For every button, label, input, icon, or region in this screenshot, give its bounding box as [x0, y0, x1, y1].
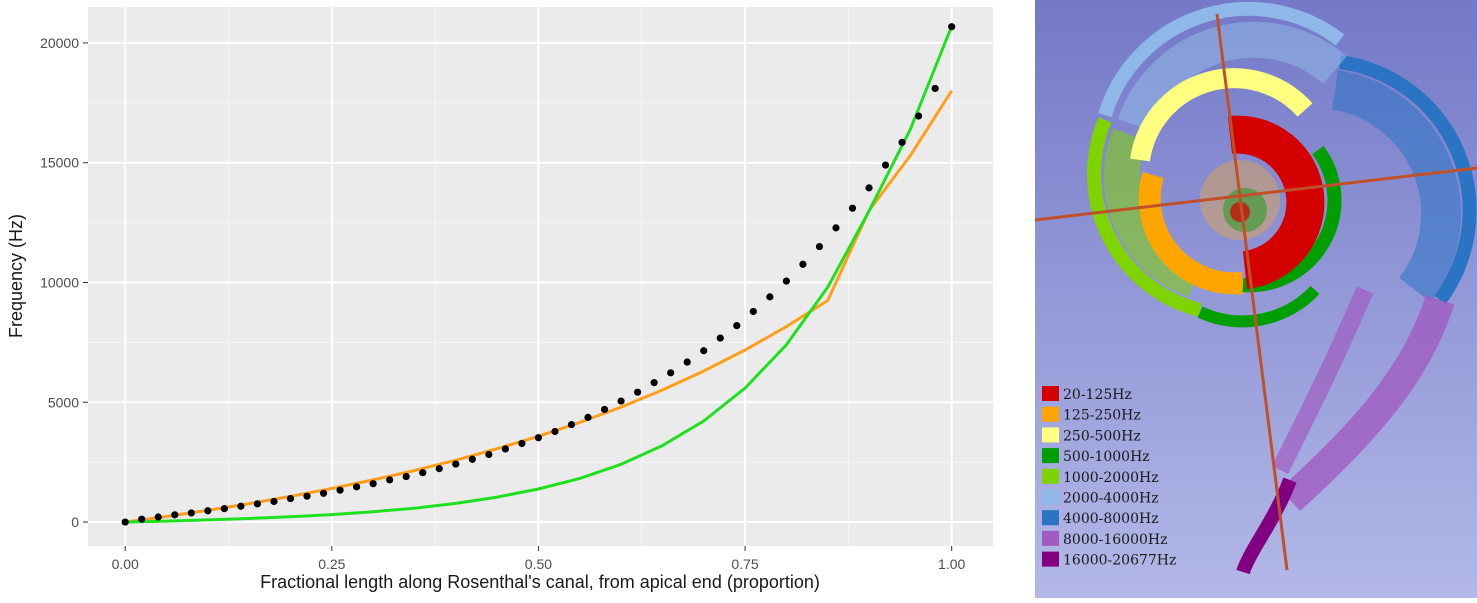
y-tick-label: 10000 [40, 274, 79, 290]
x-tick-label: 0.00 [112, 556, 139, 572]
axis-lines [1034, 13, 1477, 571]
data-points [121, 23, 956, 526]
data-point [402, 472, 410, 481]
data-point [948, 23, 956, 31]
data-point [683, 358, 691, 366]
frequency-plot: 0.00 0.25 0.50 0.75 1.00 0 5000 10000 15000 2000… [6, 7, 993, 592]
plot-panel [88, 7, 993, 546]
data-point [650, 379, 658, 387]
data-point [534, 434, 543, 442]
data-point [171, 511, 179, 519]
data-point [799, 260, 807, 268]
data-point [121, 518, 129, 526]
data-point [220, 505, 228, 513]
x-tick-label: 0.25 [318, 556, 345, 572]
data-point [501, 445, 509, 453]
legend-label: 20-125Hz [1063, 387, 1132, 403]
data-point [865, 184, 873, 192]
legend-label: 2000-4000Hz [1063, 491, 1159, 507]
data-point [551, 427, 559, 436]
data-point [766, 293, 774, 301]
legend-swatch [1042, 448, 1059, 464]
legend-swatch [1042, 510, 1059, 526]
legend-label: 4000-8000Hz [1063, 511, 1159, 527]
x-axis-title: Fractional length along Rosenthal's cana… [260, 572, 820, 592]
data-point [931, 84, 939, 93]
y-tick-label: 15000 [40, 155, 79, 171]
data-point [848, 204, 857, 212]
legend-label: 1000-2000Hz [1063, 470, 1159, 486]
y-axis-ticks: 0 5000 10000 15000 20000 [40, 35, 88, 530]
data-point [716, 334, 724, 342]
grid-lines [88, 7, 993, 546]
data-point [319, 489, 328, 497]
x-tick-label: 1.00 [938, 556, 965, 572]
legend-label: 125-250Hz [1063, 408, 1141, 424]
legend-label: 8000-16000Hz [1063, 532, 1167, 548]
legend-label: 16000-20677Hz [1063, 553, 1176, 569]
x-tick-label: 0.50 [525, 556, 552, 572]
y-tick-label: 20000 [40, 35, 79, 51]
data-point [667, 369, 675, 377]
data-point [485, 450, 493, 459]
legend-swatch [1042, 551, 1059, 567]
data-point [815, 242, 824, 251]
data-point [204, 507, 212, 515]
data-point [270, 497, 278, 506]
data-point [154, 513, 162, 521]
data-point [832, 224, 840, 232]
data-point [518, 439, 526, 448]
data-point [915, 112, 923, 120]
data-point [253, 500, 262, 508]
legend-swatch [1042, 489, 1059, 505]
data-point [303, 492, 311, 500]
data-point [733, 322, 741, 330]
legend-label: 500-1000Hz [1063, 449, 1150, 465]
data-point [336, 486, 344, 494]
legend-swatch [1042, 406, 1059, 422]
y-tick-label: 0 [71, 514, 79, 530]
fit-curve [125, 25, 954, 524]
cochlea-3d-render: 20-125Hz 125-250Hz 250-500Hz 500-1000Hz 1000… [1034, 0, 1477, 598]
data-point [369, 480, 377, 488]
data-point [617, 397, 625, 405]
data-point [749, 307, 757, 316]
data-point [286, 494, 295, 503]
data-point [386, 476, 394, 484]
x-axis-ticks: 0.00 0.25 0.50 0.75 1.00 [112, 546, 966, 572]
legend-swatch [1042, 427, 1059, 443]
data-point [634, 388, 642, 396]
y-axis-title: Frequency (Hz) [6, 214, 26, 338]
data-point [353, 483, 361, 491]
data-point [468, 455, 476, 463]
data-point [237, 502, 245, 510]
legend-label: 250-500Hz [1063, 428, 1141, 444]
y-tick-label: 5000 [48, 394, 79, 410]
data-point [187, 509, 195, 517]
data-point [584, 413, 592, 421]
data-point [782, 277, 790, 285]
data-point [898, 138, 906, 146]
data-point [881, 161, 890, 169]
data-point [567, 420, 576, 429]
legend-swatch [1042, 530, 1059, 546]
frequency-legend: 20-125Hz 125-250Hz 250-500Hz 500-1000Hz 1000… [1042, 386, 1176, 569]
data-point [138, 515, 146, 523]
x-tick-label: 0.75 [731, 556, 758, 572]
legend-swatch [1042, 386, 1059, 401]
data-point [419, 469, 427, 477]
legend-swatch [1042, 468, 1059, 484]
data-point [435, 465, 443, 473]
data-point [600, 405, 609, 414]
data-point [700, 347, 708, 355]
data-point [452, 460, 460, 468]
